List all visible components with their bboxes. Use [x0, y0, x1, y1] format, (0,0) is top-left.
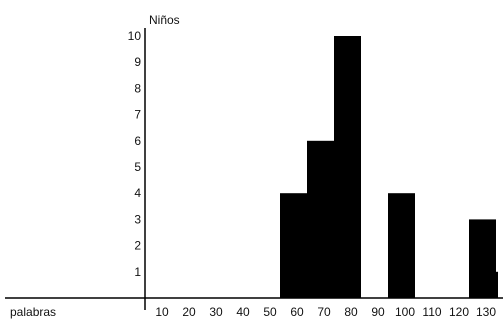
x-tick-label: 100: [395, 305, 415, 319]
y-tick-label: 1: [134, 265, 141, 279]
x-tick-label: 90: [371, 305, 385, 319]
x-tick-label: 30: [209, 305, 223, 319]
x-tick-label: 80: [344, 305, 358, 319]
x-tick-label: 50: [263, 305, 277, 319]
bar-60-70: [307, 140, 334, 298]
bars-group: [280, 36, 498, 298]
y-tick-labels: 1 2 3 4 5 6 7 8 9 10: [128, 29, 142, 279]
x-tick-label: 130: [476, 305, 496, 319]
y-tick-label: 8: [134, 81, 141, 95]
x-axis-title: palabras: [10, 305, 56, 319]
y-tick-label: 5: [134, 160, 141, 174]
y-axis-title: Niños: [149, 13, 180, 27]
bar-70-80: [334, 36, 361, 298]
y-tick-label: 7: [134, 108, 141, 122]
x-tick-label: 10: [155, 305, 169, 319]
x-tick-label: 60: [290, 305, 304, 319]
x-tick-label: 110: [422, 305, 441, 319]
y-tick-label: 3: [134, 212, 141, 226]
x-tick-label: 20: [182, 305, 196, 319]
bar-130-140: [496, 271, 498, 298]
bar-50-60: [280, 193, 307, 298]
y-tick-label: 10: [128, 29, 142, 43]
x-tick-labels: 10 20 30 40 50 60 70 80 90 100 110 120 130: [155, 305, 496, 319]
y-tick-label: 2: [134, 239, 141, 253]
y-tick-label: 9: [134, 55, 141, 69]
x-tick-label: 120: [449, 305, 469, 319]
bar-90-100: [388, 193, 415, 298]
x-tick-label: 40: [236, 305, 250, 319]
y-tick-label: 6: [134, 134, 141, 148]
x-tick-label: 70: [317, 305, 331, 319]
y-tick-label: 4: [134, 186, 141, 200]
bar-120-130: [469, 219, 496, 298]
